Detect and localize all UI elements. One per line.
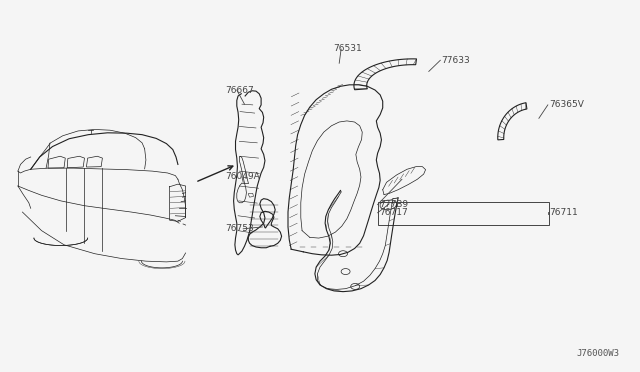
Text: 76717: 76717 bbox=[379, 208, 408, 217]
Text: 76049A: 76049A bbox=[225, 172, 260, 181]
Text: 76531: 76531 bbox=[333, 44, 362, 53]
Text: J76000W3: J76000W3 bbox=[577, 349, 620, 358]
Text: 777B9: 777B9 bbox=[379, 200, 408, 209]
Text: 76753: 76753 bbox=[225, 224, 254, 233]
Text: 76365V: 76365V bbox=[549, 100, 584, 109]
Text: 77633: 77633 bbox=[442, 56, 470, 65]
Text: 76667: 76667 bbox=[225, 86, 254, 94]
Text: 76711: 76711 bbox=[549, 208, 578, 217]
